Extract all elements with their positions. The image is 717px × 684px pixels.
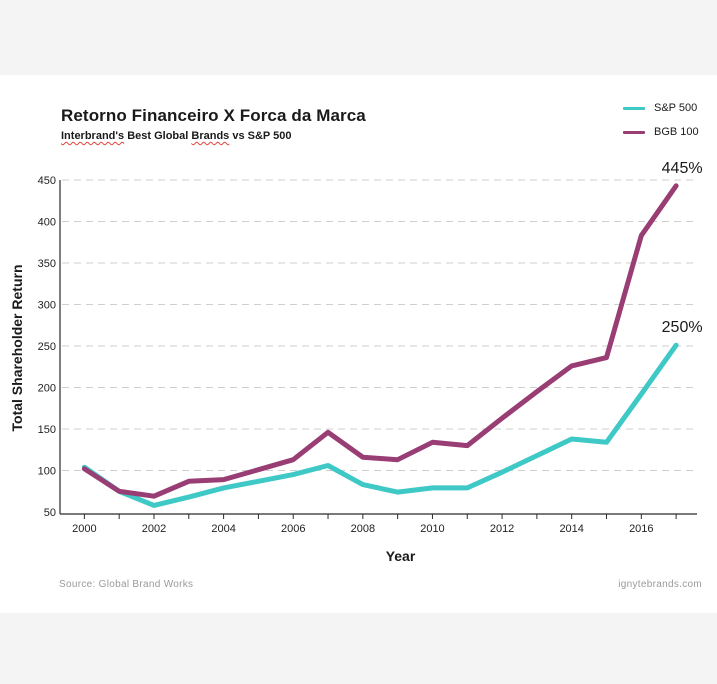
legend-label-sp500: S&P 500 xyxy=(654,102,698,114)
chart-title: Retorno Financeiro X Forca da Marca xyxy=(61,106,366,125)
y-tick-label-450: 450 xyxy=(38,175,56,187)
chart-card xyxy=(0,75,717,613)
subtitle-part-2: Best Global xyxy=(124,130,192,142)
y-tick-label-250: 250 xyxy=(38,341,56,353)
y-tick-label-150: 150 xyxy=(38,424,56,436)
x-tick-label-2008: 2008 xyxy=(351,523,375,535)
legend-item-bgb100: BGB 100 xyxy=(623,120,713,144)
y-tick-label-200: 200 xyxy=(38,383,56,395)
subtitle-part-3: Brands xyxy=(191,130,230,142)
x-tick-label-2004: 2004 xyxy=(211,523,235,535)
legend-item-sp500: S&P 500 xyxy=(623,96,713,120)
subtitle-part-4: vs xyxy=(229,130,248,142)
y-tick-label-100: 100 xyxy=(38,466,56,478)
y-tick-label-50: 50 xyxy=(44,507,56,519)
x-tick-label-2012: 2012 xyxy=(490,523,514,535)
credit-note: ignytebrands.com xyxy=(618,579,702,590)
subtitle-part-1: Interbrand's xyxy=(61,130,125,142)
y-tick-label-400: 400 xyxy=(38,217,56,229)
end-value-label-1: 250% xyxy=(662,319,703,336)
x-tick-label-2014: 2014 xyxy=(559,523,583,535)
legend-swatch-sp500 xyxy=(623,106,645,110)
subtitle-part-5: S&P 500 xyxy=(247,130,292,142)
x-tick-label-2010: 2010 xyxy=(420,523,444,535)
chart-subtitle: Interbrand's Best Global Brands vs S&P 5… xyxy=(61,130,291,142)
x-tick-label-2016: 2016 xyxy=(629,523,653,535)
series-line-bgb-100 xyxy=(81,183,679,499)
series-line-s-p-500 xyxy=(81,342,679,508)
y-tick-label-350: 350 xyxy=(38,258,56,270)
y-tick-label-300: 300 xyxy=(38,300,56,312)
legend-swatch-bgb100 xyxy=(623,130,645,134)
legend-label-bgb100: BGB 100 xyxy=(654,126,699,138)
x-tick-label-2000: 2000 xyxy=(72,523,96,535)
chart-legend: S&P 500 BGB 100 xyxy=(623,96,713,144)
x-tick-label-2006: 2006 xyxy=(281,523,305,535)
x-axis-title: Year xyxy=(386,548,416,564)
y-axis-title: Total Shareholder Return xyxy=(9,265,25,432)
end-value-label-0: 445% xyxy=(662,160,703,177)
source-note: Source: Global Brand Works xyxy=(59,579,194,590)
x-tick-label-2002: 2002 xyxy=(142,523,166,535)
